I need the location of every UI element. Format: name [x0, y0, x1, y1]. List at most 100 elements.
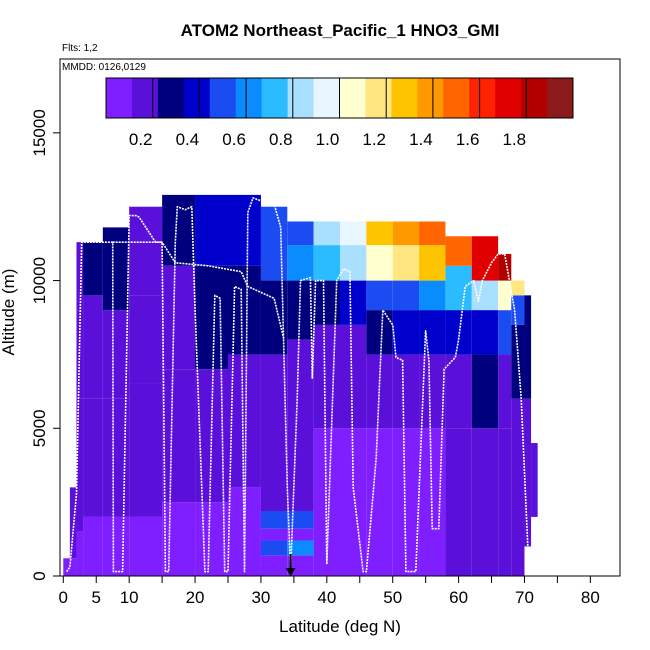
heatmap-cell: [102, 227, 130, 311]
heatmap-cell: [228, 354, 261, 488]
marker-arrow-head: [285, 568, 296, 576]
heatmap-cell: [531, 443, 538, 517]
heatmap-cell: [366, 221, 393, 246]
colorbar-tick-label: 1.2: [362, 130, 386, 149]
heatmap-cell: [498, 253, 512, 281]
x-tick-label: 60: [449, 588, 468, 607]
y-tick-label: 0: [30, 571, 49, 580]
heatmap-cell: [471, 280, 499, 311]
heatmap-cell: [162, 369, 196, 503]
colorbar-swatch: [469, 78, 496, 118]
heatmap-cell: [260, 511, 288, 529]
heatmap-cell: [511, 398, 525, 576]
x-tick-label: 40: [317, 588, 336, 607]
flight-path-3-line: [289, 253, 532, 573]
colorbar-swatch: [391, 78, 418, 118]
x-tick-label: 0: [59, 588, 68, 607]
colorbar-swatch: [339, 78, 366, 118]
heatmap-cell: [129, 295, 163, 384]
heatmap-cell: [102, 310, 130, 399]
heatmap-cell: [287, 555, 314, 576]
heatmap-cell: [419, 245, 446, 281]
x-axis: 0 5 10 20 30 40 50 60 70 80: [59, 576, 600, 607]
heatmap-cell: [392, 280, 420, 311]
heatmap-cell: [83, 398, 103, 517]
heatmap-cell: [63, 558, 77, 576]
heatmap-cell: [313, 245, 340, 281]
colorbar-swatch: [287, 78, 315, 118]
chart-title: ATOM2 Northeast_Pacific_1 HNO3_GMI: [181, 21, 500, 40]
x-tick-label: 5: [92, 588, 101, 607]
colorbar-swatch: [261, 78, 289, 118]
flight-paths: [65, 197, 532, 573]
colorbar-swatch: [131, 78, 159, 118]
colorbar-tick-label: 0.2: [129, 130, 153, 149]
colorbar-tick-label: 1.0: [316, 130, 340, 149]
x-tick-label: 30: [251, 588, 270, 607]
plot-frame: [59, 58, 621, 577]
x-tick-label: 70: [515, 588, 534, 607]
colorbar-swatch: [209, 78, 237, 118]
heatmap-cell: [419, 221, 446, 246]
x-tick-label: 80: [581, 588, 600, 607]
colorbar-tick-label: 1.6: [456, 130, 480, 149]
heatmap-cell: [340, 221, 367, 246]
colorbar-tick-label: 0.8: [269, 130, 293, 149]
heatmap-cell: [445, 236, 472, 266]
colorbar-swatch: [547, 78, 574, 118]
heatmap-cell: [195, 194, 228, 266]
heatmap-cell: [76, 398, 84, 532]
heatmap-cell: [102, 516, 130, 576]
heatmap-cell: [228, 194, 261, 266]
heatmap-cell: [419, 280, 446, 311]
flights-label: Flts: 1,2: [62, 43, 98, 54]
colorbar-swatch: [495, 78, 522, 118]
heatmap-cell: [162, 194, 196, 266]
colorbar-swatch: [521, 78, 548, 118]
colorbar: 0.2 0.4 0.6 0.8 1.0 1.2 1.4 1.6 1.8: [105, 77, 574, 149]
heatmap-cell: [498, 428, 512, 576]
y-axis: 0 5000 10000 15000: [30, 109, 60, 581]
colorbar-swatch: [313, 78, 340, 118]
heatmap-cell: [83, 242, 103, 296]
heatmap-cell: [313, 324, 340, 429]
heatmap-cell: [287, 511, 314, 529]
colorbar-swatch: [443, 78, 470, 118]
heatmap-cell: [195, 265, 228, 370]
heatmap-cell: [287, 245, 314, 281]
heatmap-cell: [313, 280, 340, 325]
heatmap-cell: [392, 245, 420, 281]
heatmap-cell: [445, 265, 472, 311]
heatmap-cell: [162, 265, 196, 370]
y-tick-label: 5000: [30, 409, 49, 447]
heatmap-cell: [129, 206, 163, 296]
heatmap-cell: [471, 354, 499, 429]
heatmap-cell: [340, 280, 367, 325]
heatmap-cell: [83, 516, 103, 576]
heatmap-cell: [129, 516, 163, 576]
location-marker: [285, 554, 296, 576]
heatmap-cell: [511, 280, 525, 296]
heatmap-cell: [366, 280, 393, 311]
heatmap-cells: [63, 194, 538, 576]
heatmap-cell: [313, 221, 340, 246]
colorbar-swatch: [417, 78, 444, 118]
colorbar-tick-label: 0.4: [176, 130, 200, 149]
heatmap-cell: [129, 383, 163, 517]
colorbar-swatch: [235, 78, 263, 118]
heatmap-cell: [419, 354, 446, 429]
heatmap-cell: [260, 206, 288, 281]
x-axis-label: Latitude (deg N): [279, 617, 401, 636]
colorbar-tick-label: 1.8: [502, 130, 526, 149]
y-axis-label: Altitude (m): [0, 269, 18, 356]
heatmap-cell: [498, 310, 512, 355]
heatmap-cell: [471, 310, 499, 355]
heatmap-cell: [287, 339, 314, 512]
heatmap-cell: [76, 242, 84, 311]
heatmap-cell: [392, 428, 420, 576]
heatmap-cell: [445, 428, 472, 576]
heatmap-cell: [287, 528, 314, 541]
heatmap-cell: [76, 310, 84, 399]
heatmap-cell: [366, 245, 393, 281]
